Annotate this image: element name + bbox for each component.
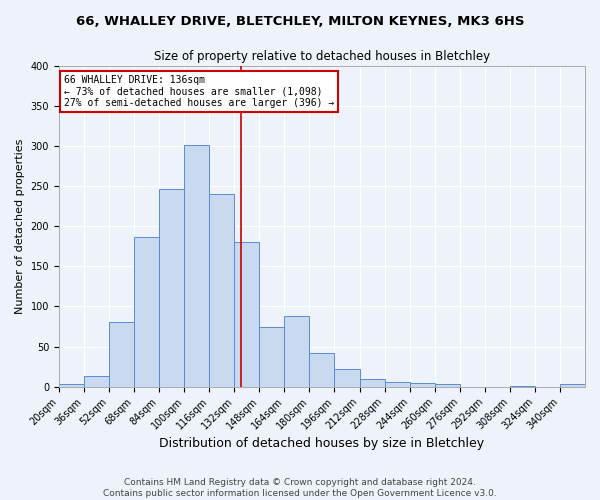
Bar: [159, 189, 184, 387]
Bar: [359, 379, 385, 387]
Bar: [209, 194, 234, 387]
Bar: [84, 376, 109, 387]
Bar: [284, 316, 310, 387]
Y-axis label: Number of detached properties: Number of detached properties: [15, 138, 25, 314]
Bar: [385, 382, 410, 387]
Bar: [560, 384, 585, 387]
Bar: [310, 353, 334, 387]
Text: 66 WHALLEY DRIVE: 136sqm
← 73% of detached houses are smaller (1,098)
27% of sem: 66 WHALLEY DRIVE: 136sqm ← 73% of detach…: [64, 75, 334, 108]
Text: Contains HM Land Registry data © Crown copyright and database right 2024.
Contai: Contains HM Land Registry data © Crown c…: [103, 478, 497, 498]
Bar: [259, 328, 284, 387]
Bar: [334, 369, 359, 387]
Title: Size of property relative to detached houses in Bletchley: Size of property relative to detached ho…: [154, 50, 490, 63]
Bar: [410, 383, 434, 387]
Bar: [134, 236, 159, 387]
Bar: [234, 242, 259, 387]
Bar: [434, 384, 460, 387]
Text: 66, WHALLEY DRIVE, BLETCHLEY, MILTON KEYNES, MK3 6HS: 66, WHALLEY DRIVE, BLETCHLEY, MILTON KEY…: [76, 15, 524, 28]
Bar: [184, 145, 209, 387]
Bar: [109, 322, 134, 387]
Bar: [59, 384, 84, 387]
X-axis label: Distribution of detached houses by size in Bletchley: Distribution of detached houses by size …: [160, 437, 485, 450]
Bar: [510, 386, 535, 387]
